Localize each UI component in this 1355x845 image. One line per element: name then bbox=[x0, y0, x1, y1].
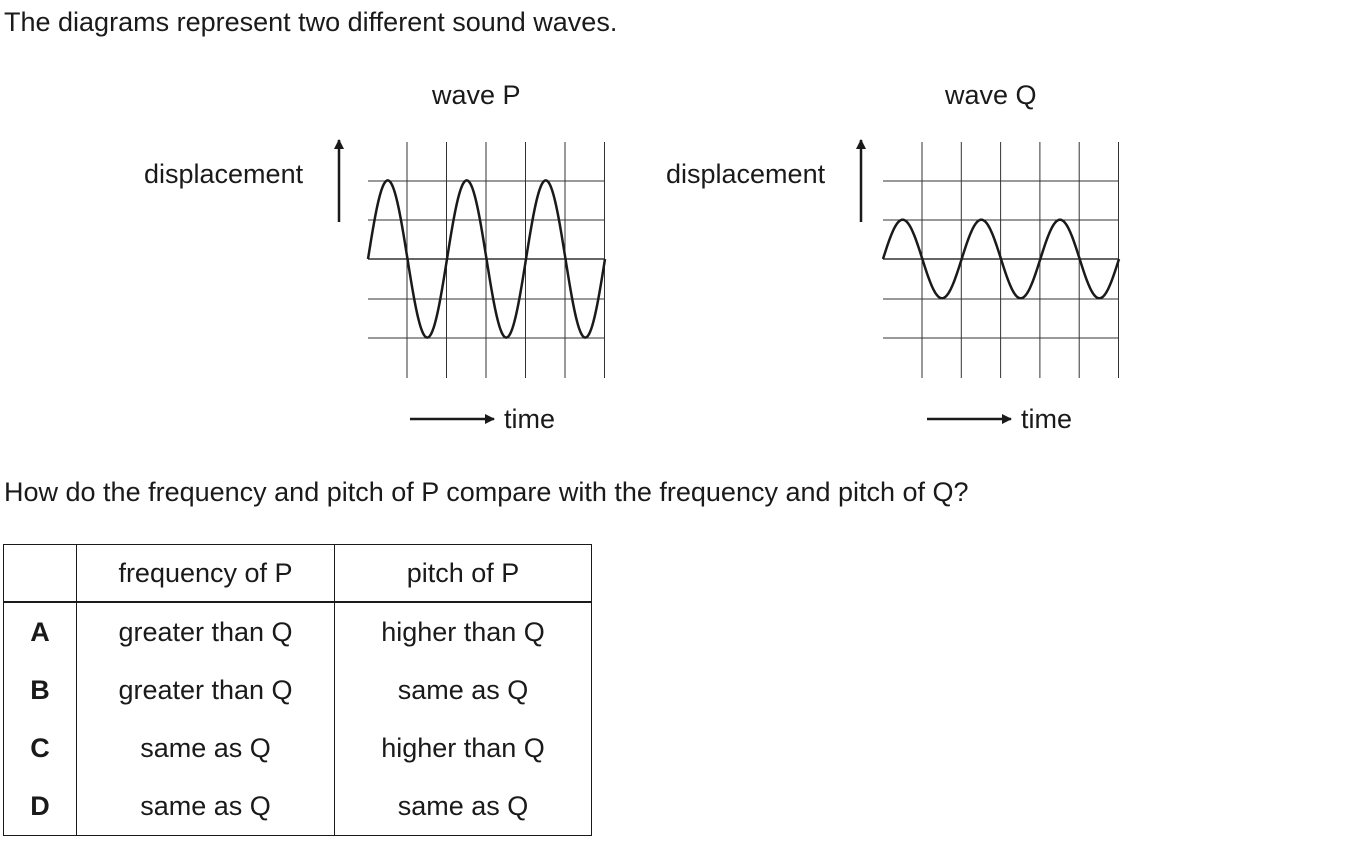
wave-q-diagram bbox=[856, 139, 1121, 424]
wave-q-curve bbox=[881, 218, 1121, 300]
option-pitch: higher than Q bbox=[381, 732, 545, 763]
header-pitch: pitch of P bbox=[334, 544, 592, 603]
table-row: A greater than Q higher than Q bbox=[3, 602, 592, 661]
option-frequency: greater than Q bbox=[76, 602, 335, 661]
option-pitch: higher than Q bbox=[381, 616, 545, 647]
option-frequency: same as Q bbox=[76, 719, 335, 777]
wave-p-diagram bbox=[334, 139, 607, 424]
intro-text: The diagrams represent two different sou… bbox=[4, 7, 618, 37]
table-header-row: frequency of P pitch of P bbox=[3, 544, 592, 603]
table-row: C same as Q higher than Q bbox=[3, 719, 592, 777]
option-frequency: greater than Q bbox=[76, 661, 335, 719]
option-pitch: same as Q bbox=[397, 790, 529, 821]
header-letter bbox=[3, 544, 77, 603]
answer-table: frequency of P pitch of P A greater than… bbox=[3, 544, 592, 836]
wave-p-y-label: displacement bbox=[144, 159, 304, 189]
option-frequency: same as Q bbox=[76, 777, 335, 836]
option-letter: C bbox=[3, 719, 77, 777]
wave-q-y-label: displacement bbox=[666, 159, 826, 189]
option-letter: A bbox=[3, 602, 77, 661]
wave-p-title: wave P bbox=[432, 80, 521, 110]
wave-diagrams bbox=[334, 139, 1121, 424]
wave-q-title: wave Q bbox=[945, 80, 1037, 110]
wave-p-x-label: time bbox=[504, 404, 556, 434]
table-row: B greater than Q same as Q bbox=[3, 661, 592, 719]
option-letter: B bbox=[3, 661, 77, 719]
option-letter: D bbox=[3, 777, 77, 836]
wave-q-x-label: time bbox=[1021, 404, 1073, 434]
question-text: How do the frequency and pitch of P comp… bbox=[4, 477, 969, 507]
option-pitch: same as Q bbox=[397, 674, 529, 705]
wave-p-curve bbox=[366, 179, 607, 339]
table-row: D same as Q same as Q bbox=[3, 777, 592, 836]
header-frequency: frequency of P bbox=[76, 544, 335, 603]
